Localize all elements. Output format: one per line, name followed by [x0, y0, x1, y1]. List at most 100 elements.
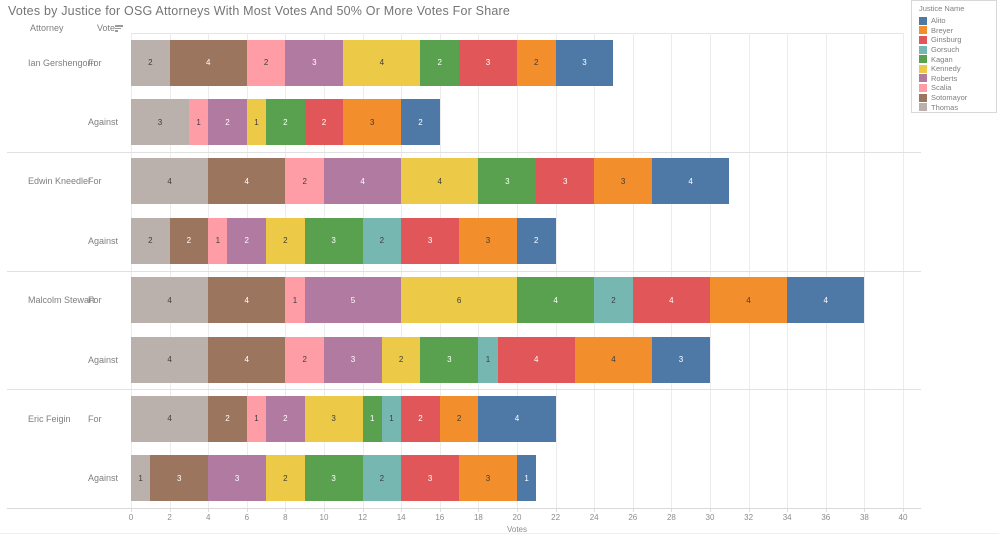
bar-segment-scalia[interactable]: 2: [246, 39, 286, 86]
bar-segment-roberts[interactable]: 3: [208, 455, 267, 502]
bar-segment-gorsuch[interactable]: 1: [381, 395, 402, 442]
legend-item-scalia[interactable]: Scalia: [919, 83, 996, 93]
bar-segment-scalia[interactable]: 1: [246, 395, 267, 442]
row-header-vote-eric-feigin-against[interactable]: Against: [88, 473, 119, 484]
bar-segment-kennedy[interactable]: 4: [401, 158, 479, 205]
bar-segment-gorsuch[interactable]: 2: [594, 277, 633, 324]
bar-segment-gorsuch[interactable]: 1: [478, 336, 498, 383]
column-header-attorney[interactable]: Attorney: [30, 23, 64, 33]
legend-item-roberts[interactable]: Roberts: [919, 74, 996, 84]
bar-segment-thomas[interactable]: 1: [131, 455, 151, 502]
bar-segment-alito[interactable]: 4: [478, 395, 556, 442]
legend-item-kagan[interactable]: Kagan: [919, 54, 996, 64]
bar-segment-ginsburg[interactable]: 3: [401, 455, 460, 502]
bar-segment-breyer[interactable]: 4: [709, 277, 788, 324]
bar-segment-breyer[interactable]: 2: [516, 39, 556, 86]
bar-segment-alito[interactable]: 3: [652, 336, 710, 383]
bar-segment-ginsburg[interactable]: 2: [304, 99, 344, 146]
bar-segment-kennedy[interactable]: 2: [266, 455, 305, 502]
row-header-vote-malcolm-stewart-for[interactable]: For: [88, 295, 102, 306]
row-header-vote-eric-feigin-for[interactable]: For: [88, 413, 102, 424]
bar-segment-kagan[interactable]: 2: [266, 99, 305, 146]
bar-segment-scalia[interactable]: 1: [188, 99, 209, 146]
row-header-attorney-edwin-kneedler[interactable]: Edwin Kneedler: [28, 176, 92, 187]
bar-segment-thomas[interactable]: 4: [131, 395, 209, 442]
row-header-attorney-ian-gershengorn[interactable]: Ian Gershengorn: [28, 57, 96, 68]
bar-segment-roberts[interactable]: 2: [208, 99, 247, 146]
bar-segment-thomas[interactable]: 2: [131, 39, 170, 86]
bar-segment-scalia[interactable]: 1: [208, 217, 228, 264]
bar-segment-roberts[interactable]: 2: [227, 217, 267, 264]
bar-segment-sotomayor[interactable]: 4: [169, 39, 247, 86]
bar-segment-alito[interactable]: 2: [401, 99, 440, 146]
bar-segment-ginsburg[interactable]: 3: [401, 217, 460, 264]
bar-segment-ginsburg[interactable]: 2: [401, 395, 440, 442]
bar-segment-kagan[interactable]: 3: [304, 455, 363, 502]
bar-segment-scalia[interactable]: 1: [285, 277, 305, 324]
bar-segment-scalia[interactable]: 2: [285, 158, 324, 205]
bar-segment-kagan[interactable]: 2: [420, 39, 460, 86]
bar-segment-thomas[interactable]: 4: [131, 158, 209, 205]
bar-segment-kennedy[interactable]: 3: [304, 395, 363, 442]
legend-item-breyer[interactable]: Breyer: [919, 26, 996, 36]
bar-segment-alito[interactable]: 4: [652, 158, 730, 205]
row-header-vote-ian-gershengorn-against[interactable]: Against: [88, 117, 119, 128]
row-header-vote-malcolm-stewart-against[interactable]: Against: [88, 354, 119, 365]
legend-item-sotomayor[interactable]: Sotomayor: [919, 93, 996, 103]
bar-segment-kagan[interactable]: 3: [304, 217, 363, 264]
bar-segment-ginsburg[interactable]: 3: [536, 158, 595, 205]
bar-segment-sotomayor[interactable]: 4: [208, 158, 286, 205]
bar-segment-kennedy[interactable]: 2: [381, 336, 421, 383]
bar-segment-gorsuch[interactable]: 2: [362, 217, 402, 264]
bar-segment-kennedy[interactable]: 1: [246, 99, 267, 146]
bar-segment-breyer[interactable]: 3: [459, 217, 517, 264]
row-header-vote-edwin-kneedler-against[interactable]: Against: [88, 235, 119, 246]
bar-segment-breyer[interactable]: 3: [459, 455, 517, 502]
bar-segment-gorsuch[interactable]: 2: [362, 455, 402, 502]
bar-segment-sotomayor[interactable]: 2: [169, 217, 209, 264]
bar-segment-thomas[interactable]: 2: [131, 217, 170, 264]
bar-segment-thomas[interactable]: 3: [131, 99, 189, 146]
bar-segment-sotomayor[interactable]: 4: [208, 277, 286, 324]
bar-segment-roberts[interactable]: 3: [323, 336, 382, 383]
bar-segment-kennedy[interactable]: 4: [343, 39, 421, 86]
bar-segment-roberts[interactable]: 2: [266, 395, 305, 442]
bar-segment-sotomayor[interactable]: 4: [208, 336, 286, 383]
bar-segment-roberts[interactable]: 5: [304, 277, 402, 324]
bar-segment-scalia[interactable]: 2: [285, 336, 324, 383]
bar-segment-thomas[interactable]: 4: [131, 336, 209, 383]
column-header-vote[interactable]: Vote: [97, 23, 116, 33]
legend-item-ginsburg[interactable]: Ginsburg: [919, 35, 996, 45]
bar-segment-kagan[interactable]: 4: [516, 277, 595, 324]
bar-segment-alito[interactable]: 4: [787, 277, 865, 324]
bar-segment-breyer[interactable]: 2: [439, 395, 479, 442]
bar-segment-thomas[interactable]: 4: [131, 277, 209, 324]
bar-segment-alito[interactable]: 1: [516, 455, 537, 502]
bar-segment-breyer[interactable]: 3: [343, 99, 402, 146]
bar-segment-kennedy[interactable]: 6: [401, 277, 517, 324]
row-header-vote-edwin-kneedler-for[interactable]: For: [88, 176, 102, 187]
row-header-attorney-malcolm-stewart[interactable]: Malcolm Stewart: [28, 295, 95, 306]
legend-item-kennedy[interactable]: Kennedy: [919, 64, 996, 74]
legend-item-thomas[interactable]: Thomas: [919, 102, 996, 112]
legend-item-alito[interactable]: Alito: [919, 16, 996, 26]
bar-segment-kennedy[interactable]: 2: [266, 217, 305, 264]
bar-segment-sotomayor[interactable]: 2: [208, 395, 247, 442]
bar-segment-ginsburg[interactable]: 3: [459, 39, 517, 86]
bar-segment-kagan[interactable]: 3: [420, 336, 479, 383]
bar-segment-alito[interactable]: 3: [555, 39, 614, 86]
bar-segment-sotomayor[interactable]: 3: [150, 455, 209, 502]
row-header-vote-ian-gershengorn-for[interactable]: For: [88, 57, 102, 68]
bar-segment-alito[interactable]: 2: [516, 217, 556, 264]
bar-segment-breyer[interactable]: 3: [594, 158, 653, 205]
bar-segment-ginsburg[interactable]: 4: [632, 277, 710, 324]
bar-segment-kagan[interactable]: 1: [362, 395, 382, 442]
bar-segment-ginsburg[interactable]: 4: [497, 336, 575, 383]
legend-item-gorsuch[interactable]: Gorsuch: [919, 45, 996, 55]
bar-segment-roberts[interactable]: 4: [323, 158, 402, 205]
bar-segment-breyer[interactable]: 4: [574, 336, 653, 383]
bar-segment-roberts[interactable]: 3: [285, 39, 344, 86]
sort-descending-icon[interactable]: [115, 25, 124, 33]
bar-segment-kagan[interactable]: 3: [478, 158, 537, 205]
row-header-attorney-eric-feigin[interactable]: Eric Feigin: [28, 413, 71, 424]
